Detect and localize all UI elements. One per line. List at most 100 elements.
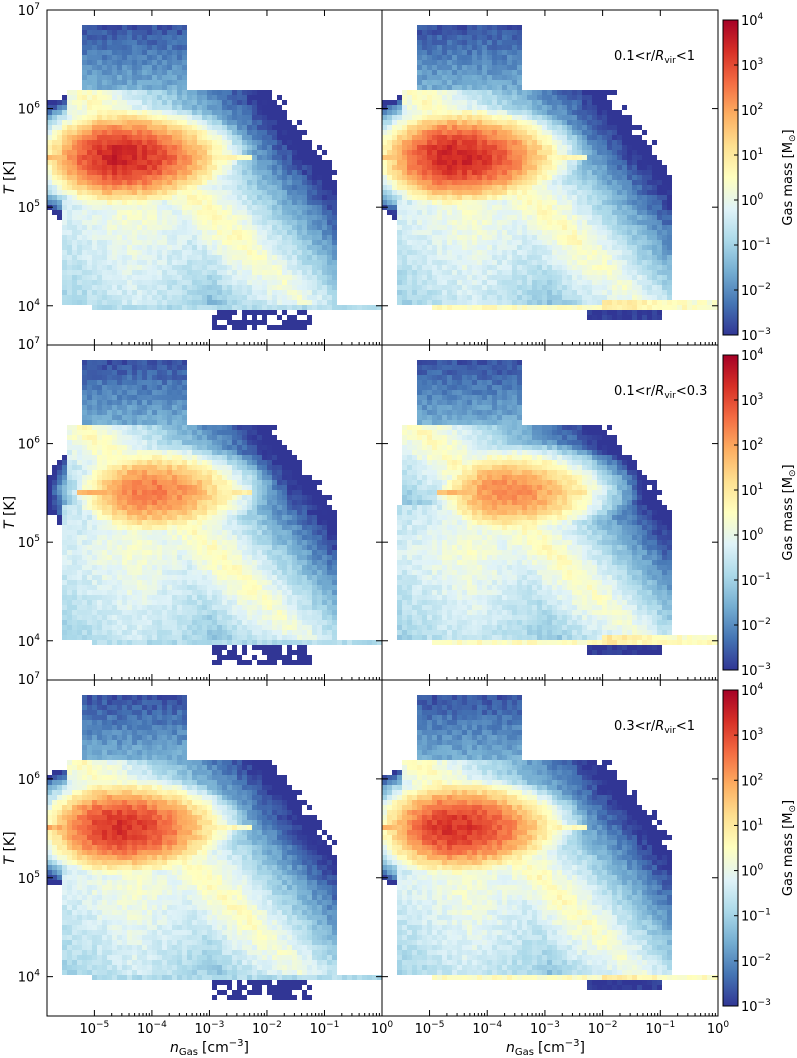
heatmap-cell (192, 205, 197, 210)
heatmap-cell (447, 200, 452, 205)
heatmap-cell (202, 150, 207, 155)
heatmap-cell (327, 275, 332, 280)
heatmap-cell (272, 225, 277, 230)
heatmap-cell (577, 185, 582, 190)
heatmap-cell (247, 260, 252, 265)
heatmap-cell (222, 165, 227, 170)
heatmap-cell (577, 115, 582, 120)
heatmap-cell (572, 200, 577, 205)
heatmap-cell (532, 90, 537, 95)
heatmap-cell (117, 275, 122, 280)
heatmap-cell (187, 300, 192, 305)
heatmap-cell (277, 240, 282, 245)
heatmap-cell (452, 295, 457, 300)
heatmap-cell (332, 275, 337, 280)
heatmap-cell (472, 105, 477, 110)
heatmap-cell (67, 295, 72, 300)
heatmap-cell (522, 135, 527, 140)
heatmap-cell (167, 215, 172, 220)
heatmap-cell (187, 160, 192, 165)
heatmap-cell (497, 305, 502, 310)
heatmap-cell (167, 250, 172, 255)
heatmap-cell (312, 270, 317, 275)
heatmap-cell (92, 175, 97, 180)
heatmap-cell (117, 55, 122, 60)
heatmap-cell (92, 65, 97, 70)
heatmap-cell (257, 175, 262, 180)
heatmap-cell (462, 115, 467, 120)
heatmap-cell (257, 135, 262, 140)
heatmap-cell (52, 160, 57, 165)
heatmap-cell (412, 90, 417, 95)
heatmap-cell (332, 295, 337, 300)
heatmap-cell (497, 220, 502, 225)
heatmap-cell (332, 170, 337, 175)
heatmap-cell (407, 170, 412, 175)
heatmap-cell (312, 295, 317, 300)
heatmap-cell (102, 250, 107, 255)
heatmap-cell (252, 275, 257, 280)
heatmap-cell (107, 215, 112, 220)
heatmap-cell (587, 135, 592, 140)
heatmap-cell (582, 180, 587, 185)
heatmap-cell (552, 185, 557, 190)
heatmap-cell (62, 255, 67, 260)
heatmap-cell (107, 150, 112, 155)
heatmap-cell (107, 145, 112, 150)
heatmap-cell (322, 240, 327, 245)
heatmap-cell (202, 165, 207, 170)
heatmap-cell (142, 220, 147, 225)
heatmap-cell (447, 55, 452, 60)
heatmap-cell (527, 235, 532, 240)
heatmap-cell (47, 150, 52, 155)
heatmap-cell (107, 280, 112, 285)
heatmap-cell (212, 225, 217, 230)
heatmap-cell (307, 300, 312, 305)
heatmap-cell (102, 300, 107, 305)
heatmap-cell (392, 165, 397, 170)
heatmap-cell (62, 250, 67, 255)
heatmap-cell (447, 235, 452, 240)
heatmap-cell (87, 260, 92, 265)
heatmap-cell (72, 270, 77, 275)
heatmap-cell (502, 180, 507, 185)
heatmap-cell (192, 95, 197, 100)
heatmap-cell (92, 295, 97, 300)
heatmap-cell (247, 220, 252, 225)
heatmap-cell (597, 255, 602, 260)
heatmap-cell (212, 170, 217, 175)
heatmap-cell (167, 105, 172, 110)
heatmap-cell (112, 135, 117, 140)
heatmap-cell (472, 290, 477, 295)
heatmap-cell (327, 170, 332, 175)
heatmap-cell (267, 165, 272, 170)
heatmap-cell (422, 295, 427, 300)
heatmap-cell (207, 165, 212, 170)
heatmap-cell (227, 255, 232, 260)
heatmap-cell (587, 125, 592, 130)
heatmap-cell (587, 295, 592, 300)
heatmap-cell (277, 235, 282, 240)
heatmap-cell (457, 105, 462, 110)
heatmap-cell (292, 270, 297, 275)
heatmap-cell (202, 300, 207, 305)
heatmap-cell (597, 125, 602, 130)
heatmap-cell (442, 45, 447, 50)
heatmap-cell (67, 160, 72, 165)
heatmap-cell (582, 155, 587, 160)
heatmap-cell (382, 130, 387, 135)
heatmap-cell (317, 245, 322, 250)
heatmap-cell (197, 165, 202, 170)
heatmap-cell (157, 170, 162, 175)
heatmap-cell (157, 130, 162, 135)
heatmap-cell (272, 295, 277, 300)
heatmap-cell (167, 25, 172, 30)
heatmap-cell (442, 35, 447, 40)
heatmap-cell (187, 200, 192, 205)
heatmap-cell (407, 245, 412, 250)
heatmap-cell (582, 255, 587, 260)
heatmap-cell (592, 315, 597, 320)
heatmap-cell (97, 130, 102, 135)
heatmap-cell (432, 240, 437, 245)
heatmap-cell (297, 165, 302, 170)
